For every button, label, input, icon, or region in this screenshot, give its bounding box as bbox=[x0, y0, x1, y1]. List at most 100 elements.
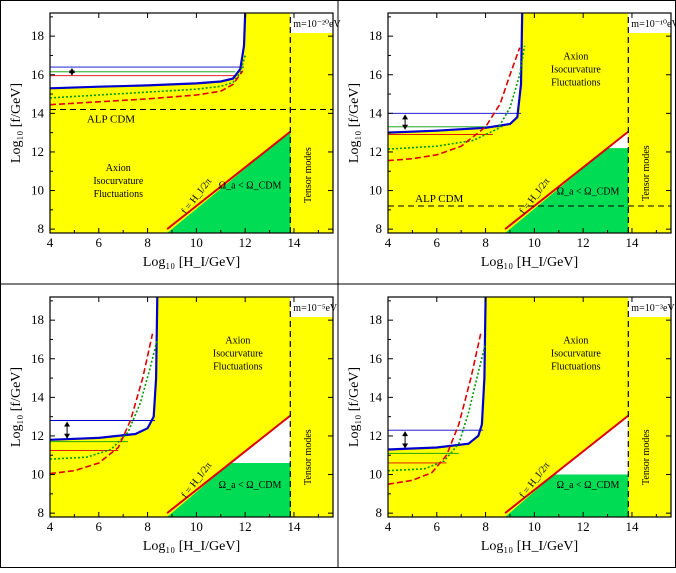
series-green-dotted bbox=[388, 343, 487, 472]
plot-area bbox=[50, 13, 333, 233]
x-tick-label: 12 bbox=[239, 519, 252, 534]
x-tick-label: 8 bbox=[482, 519, 489, 534]
isocurvature-label-3: Fluctuations bbox=[213, 361, 263, 372]
y-tick-label: 18 bbox=[369, 28, 382, 43]
x-tick-label: 10 bbox=[528, 235, 541, 250]
plot-frame bbox=[49, 12, 334, 234]
x-tick-label: 6 bbox=[96, 519, 103, 534]
tensor-modes-label: Tensor modes bbox=[303, 147, 314, 203]
x-axis-label: Log₁₀ [H_I/GeV] bbox=[143, 539, 240, 554]
series-blue-solid bbox=[388, 13, 524, 134]
diagonal-line bbox=[504, 130, 629, 230]
range-arrow-head-up bbox=[402, 431, 409, 437]
omega-label: Ω_a < Ω_CDM bbox=[219, 181, 282, 192]
mass-label-box bbox=[290, 297, 333, 317]
chart-panel-top-right: 4 6 8 10 12 14 8 10 12 14 16 18 Log₁₀ [H_I/GeV] Log₁₀… bbox=[347, 12, 676, 270]
x-tick-label: 4 bbox=[385, 235, 392, 250]
x-tick-label: 10 bbox=[528, 519, 541, 534]
series-green-dotted bbox=[388, 45, 526, 150]
y-axis-label: Log₁₀ [f/GeV] bbox=[347, 367, 362, 447]
mass-label: m=10⁻²⁰eV bbox=[293, 19, 341, 30]
y-tick-label: 14 bbox=[31, 389, 45, 404]
y-tick-label: 8 bbox=[38, 221, 45, 236]
y-tick-label: 14 bbox=[31, 105, 45, 120]
plot-area bbox=[50, 297, 333, 517]
isocurvature-label-3: Fluctuations bbox=[551, 77, 601, 88]
mass-label: m=10⁻¹⁰eV bbox=[631, 19, 676, 30]
chart-panel-top-left: 4 6 8 10 12 14 8 10 12 14 16 18 Log₁₀ [H_I/GeV] Log₁₀… bbox=[9, 12, 341, 270]
series-blue-solid bbox=[50, 297, 159, 441]
allowed-region bbox=[388, 13, 523, 133]
y-tick-label: 10 bbox=[369, 467, 382, 482]
x-tick-label: 14 bbox=[625, 519, 639, 534]
omega-label: Ω_a < Ω_CDM bbox=[219, 480, 282, 491]
x-axis-label: Log₁₀ [H_I/GeV] bbox=[143, 255, 240, 270]
x-tick-label: 8 bbox=[144, 519, 151, 534]
y-tick-label: 8 bbox=[376, 505, 383, 520]
isocurvature-label-2: Isocurvature bbox=[213, 348, 264, 359]
plot-frame bbox=[387, 12, 672, 234]
series-blue-solid bbox=[50, 13, 247, 90]
y-tick-label: 14 bbox=[369, 389, 383, 404]
y-tick-label: 14 bbox=[369, 105, 383, 120]
series-red-dashed bbox=[388, 333, 482, 485]
omega-label: Ω_a < Ω_CDM bbox=[557, 480, 620, 491]
alp-cdm-label: ALP CDM bbox=[87, 113, 135, 125]
chart-panel-bottom-right: 4 6 8 10 12 14 8 10 12 14 16 18 Log₁₀ [H_I/GeV] Log₁₀… bbox=[347, 296, 675, 554]
tensor-modes-label: Tensor modes bbox=[641, 145, 652, 201]
y-tick-label: 12 bbox=[31, 144, 44, 159]
y-tick-label: 18 bbox=[31, 28, 44, 43]
isocurvature-label-1: Axion bbox=[225, 335, 250, 346]
plot-area bbox=[388, 13, 671, 233]
range-arrow-head-down bbox=[68, 70, 75, 76]
y-tick-label: 10 bbox=[369, 183, 382, 198]
isocurvature-label-1: Axion bbox=[106, 163, 131, 174]
series-red-dashed bbox=[50, 333, 154, 475]
range-arrow-head-down bbox=[402, 124, 409, 130]
x-tick-label: 14 bbox=[625, 235, 639, 250]
isocurvature-label-3: Fluctuations bbox=[551, 361, 601, 372]
y-axis-label: Log₁₀ [f/GeV] bbox=[9, 367, 24, 447]
x-tick-label: 4 bbox=[47, 235, 54, 250]
x-tick-label: 10 bbox=[190, 519, 203, 534]
isocurvature-label-2: Isocurvature bbox=[93, 176, 144, 187]
plot-frame bbox=[387, 296, 672, 518]
diagonal-line bbox=[166, 414, 291, 514]
tensor-modes-label: Tensor modes bbox=[641, 429, 652, 485]
range-arrow-head-up bbox=[402, 114, 409, 120]
cdm-allowed-region bbox=[505, 148, 629, 233]
isocurvature-label-3: Fluctuations bbox=[94, 189, 144, 200]
x-axis-label: Log₁₀ [H_I/GeV] bbox=[481, 255, 578, 270]
plot-area bbox=[388, 297, 671, 517]
omega-label: Ω_a < Ω_CDM bbox=[557, 186, 620, 197]
y-tick-label: 8 bbox=[38, 505, 45, 520]
x-tick-label: 6 bbox=[96, 235, 103, 250]
x-axis-label: Log₁₀ [H_I/GeV] bbox=[481, 539, 578, 554]
cdm-allowed-region bbox=[167, 463, 291, 517]
x-tick-label: 12 bbox=[577, 519, 590, 534]
y-tick-label: 16 bbox=[369, 67, 383, 82]
x-tick-label: 12 bbox=[577, 235, 590, 250]
y-tick-label: 16 bbox=[31, 351, 45, 366]
mass-label: m=10⁻³eV bbox=[631, 303, 675, 314]
y-tick-label: 18 bbox=[31, 312, 44, 327]
x-tick-label: 14 bbox=[287, 235, 301, 250]
x-tick-label: 6 bbox=[434, 519, 441, 534]
allowed-region bbox=[50, 13, 246, 89]
allowed-region bbox=[388, 297, 486, 450]
series-red-dashed bbox=[388, 47, 521, 162]
isocurvature-label-1: Axion bbox=[563, 51, 588, 62]
y-tick-label: 8 bbox=[376, 221, 383, 236]
isocurvature-label-2: Isocurvature bbox=[551, 348, 602, 359]
range-arrow-head-down bbox=[402, 443, 409, 449]
isocurvature-label-2: Isocurvature bbox=[551, 64, 602, 75]
alp-cdm-label: ALP CDM bbox=[415, 193, 463, 205]
series-blue-solid bbox=[388, 297, 487, 451]
y-tick-label: 12 bbox=[369, 428, 382, 443]
allowed-region bbox=[50, 297, 158, 440]
y-tick-label: 16 bbox=[31, 67, 45, 82]
diagonal-line bbox=[504, 414, 629, 514]
mass-label: m=10⁻⁵eV bbox=[293, 303, 338, 314]
